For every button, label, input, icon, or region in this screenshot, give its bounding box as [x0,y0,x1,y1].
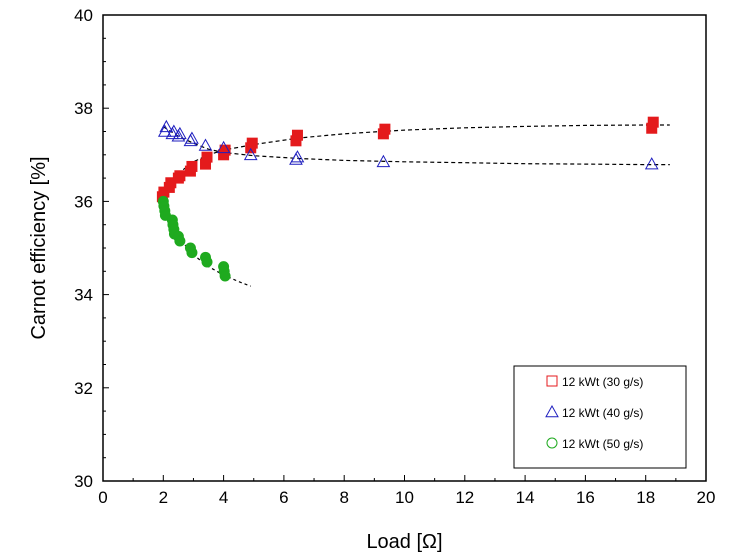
data-point-series-1 [647,116,659,128]
x-tick-label: 8 [339,488,348,507]
legend-box [513,365,687,469]
trend-line-series-2 [162,126,670,166]
legend: 12 kWt (30 g/s) 12 kWt (40 g/s) 12 kWt (50… [513,365,687,469]
data-point-series-2 [159,119,174,133]
y-axis-label: Carnot efficiency [%] [28,156,50,339]
data-point-series-1 [186,160,198,172]
y-tick-label: 40 [74,6,93,25]
x-tick-label: 2 [159,488,168,507]
legend-marker-series-1 [546,375,558,387]
data-point-series-2 [198,138,213,151]
data-point-series-2 [157,124,172,137]
data-point-series-2 [243,147,258,161]
y-tick-label: 34 [74,286,93,305]
data-point-series-3 [219,270,231,282]
data-point-series-2 [376,154,391,168]
x-axis-label: Load [Ω] [366,531,442,553]
data-point-series-1 [174,170,186,182]
data-point-series-3 [201,256,213,268]
data-point-series-2 [173,126,187,140]
data-point-series-1 [379,123,391,135]
x-tick-label: 4 [219,488,228,507]
y-tick-label: 32 [74,379,93,398]
y-axis: 30 32 34 36 38 40 [74,6,109,491]
data-point-series-2 [185,131,199,144]
data-points [156,116,659,282]
y-tick-label: 38 [74,99,93,118]
x-tick-label: 18 [636,488,655,507]
data-point-series-3 [186,247,198,259]
x-tick-label: 16 [576,488,595,507]
x-tick-label: 12 [455,488,474,507]
x-tick-label: 0 [98,488,107,507]
trend-line-series-1 [161,124,670,197]
data-point-series-1 [201,151,213,163]
x-axis: 0 2 4 6 8 10 12 14 16 18 20 [98,475,715,507]
legend-label-series-1: 12 kWt (30 g/s) [562,375,643,389]
data-point-series-1 [291,129,303,141]
data-point-series-1 [246,137,258,149]
data-point-series-3 [174,235,186,247]
y-tick-label: 30 [74,472,93,491]
legend-marker-series-3 [546,437,558,449]
legend-label-series-3: 12 kWt (50 g/s) [562,437,643,451]
data-point-series-2 [644,157,659,170]
legend-label-series-2: 12 kWt (40 g/s) [562,406,643,420]
x-tick-label: 14 [516,488,535,507]
y-tick-label: 36 [74,192,93,211]
x-tick-label: 6 [279,488,288,507]
trend-lines [161,124,670,287]
x-tick-label: 10 [395,488,414,507]
data-point-series-2 [290,150,305,163]
data-point-series-2 [216,140,231,154]
x-tick-label: 20 [697,488,716,507]
data-point-series-2 [167,124,181,137]
legend-marker-series-2 [545,404,559,418]
